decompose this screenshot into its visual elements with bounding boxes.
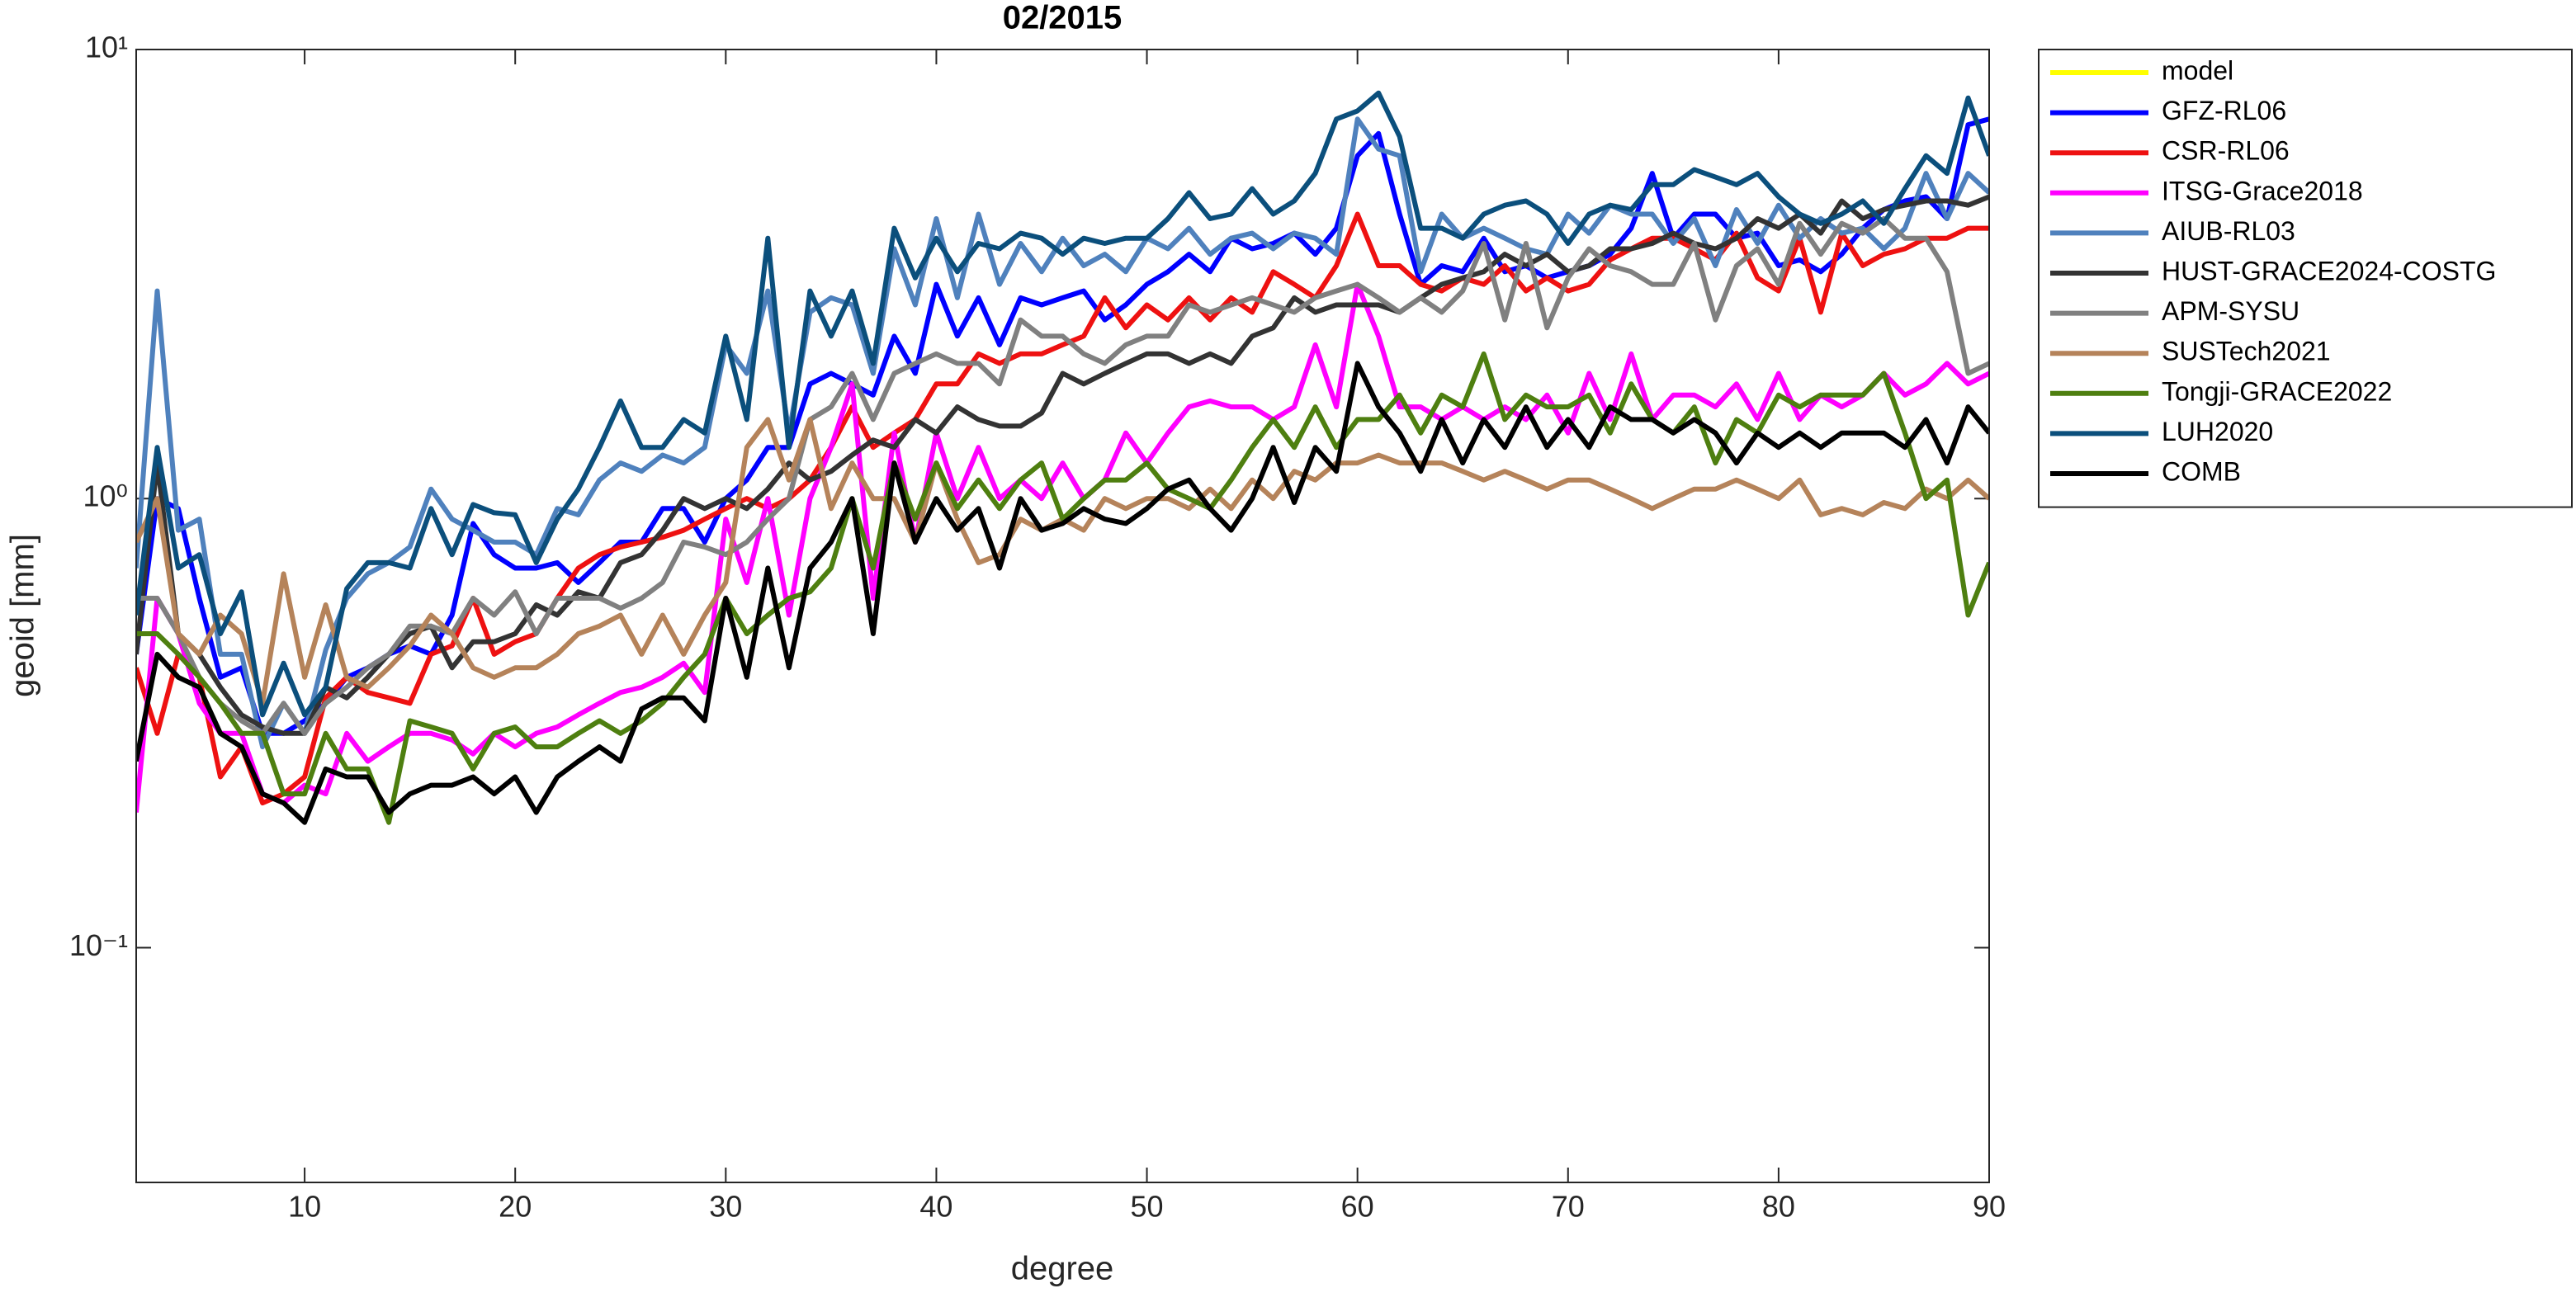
x-tick-label: 80	[1762, 1190, 1795, 1224]
series-line	[136, 361, 1989, 825]
x-tick-label: 50	[1131, 1190, 1164, 1224]
legend-label: model	[2162, 55, 2233, 85]
y-axis-label: geoid [mm]	[5, 534, 41, 697]
y-tick-label: 10⁻¹	[69, 928, 128, 962]
legend-label: HUST-GRACE2024-COSTG	[2162, 256, 2496, 285]
x-tick-label: 20	[499, 1190, 532, 1224]
series-line	[136, 194, 1989, 736]
legend-label: CSR-RL06	[2162, 136, 2290, 166]
x-tick-label: 90	[1973, 1190, 2006, 1224]
legend-label: APM-SYSU	[2162, 296, 2299, 326]
legend-label: ITSG-Grace2018	[2162, 176, 2363, 205]
x-tick-label: 30	[709, 1190, 742, 1224]
axes-box	[135, 49, 1990, 1183]
chart-title: 02/2015	[1003, 0, 1123, 36]
legend-label: SUSTech2021	[2162, 337, 2331, 366]
plot-area	[136, 50, 1989, 1182]
x-tick-label: 60	[1341, 1190, 1374, 1224]
legend-label: LUH2020	[2162, 417, 2273, 446]
series-line	[136, 90, 1989, 718]
legend-label: GFZ-RL06	[2162, 96, 2286, 125]
legend-label: Tongji-GRACE2022	[2162, 376, 2392, 406]
series-line	[136, 351, 1989, 825]
x-axis-label: degree	[1011, 1251, 1114, 1287]
x-tick-label: 70	[1552, 1190, 1585, 1224]
y-tick-label: 10⁰	[83, 479, 128, 513]
series-line	[136, 216, 1989, 736]
x-tick-label: 10	[288, 1190, 321, 1224]
legend-label: AIUB-RL03	[2162, 216, 2295, 246]
legend-label: COMB	[2162, 456, 2241, 486]
y-tick-label: 10¹	[85, 31, 128, 64]
legend-box	[2038, 49, 2573, 508]
series-line	[136, 281, 1989, 813]
x-tick-label: 40	[919, 1190, 952, 1224]
